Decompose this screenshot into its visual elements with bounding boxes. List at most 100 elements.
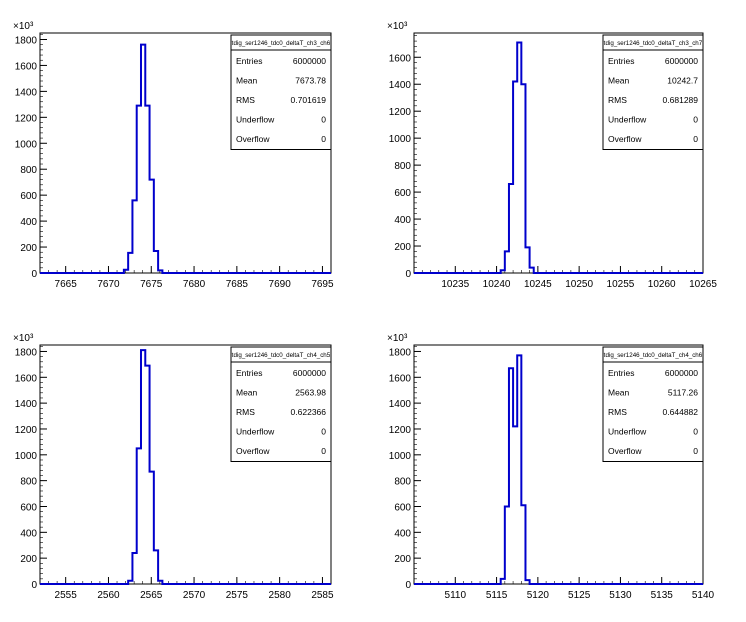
stats-value: 0 (693, 114, 698, 124)
stats-value: 0.681289 (663, 95, 699, 105)
histogram-bin (505, 251, 509, 273)
stats-value: 0.644882 (663, 407, 699, 417)
stats-title: tdig_ser1246_tdc0_deltaT_ch4_ch6 (604, 352, 703, 359)
stats-label: Overflow (608, 446, 642, 456)
x-tick-label: 7665 (55, 279, 78, 290)
histogram-line (414, 41, 703, 274)
y-tick-label: 600 (20, 191, 37, 202)
stats-value: 0 (321, 446, 326, 456)
stats-label: RMS (608, 95, 627, 105)
x-tick-label: 10245 (524, 279, 552, 290)
x-tick-label: 5120 (527, 590, 550, 601)
y-tick-label: 800 (394, 161, 411, 172)
stats-value: 0.622366 (291, 407, 327, 417)
y-tick-label: 1000 (389, 134, 412, 145)
x-tick-label: 10265 (689, 279, 717, 290)
stats-value: 6000000 (665, 368, 698, 378)
x-tick-label: 7680 (183, 279, 206, 290)
x-tick-label: 2565 (140, 590, 163, 601)
stats-label: Mean (236, 387, 258, 397)
y-tick-label: 1200 (389, 107, 412, 118)
x-tick-label: 2570 (183, 590, 206, 601)
histogram-bin (150, 180, 154, 273)
stats-title: tdig_ser1246_tdc0_deltaT_ch3_ch6 (232, 40, 331, 47)
stats-label: Mean (608, 75, 630, 85)
x-tick-label: 7685 (226, 279, 249, 290)
histogram-bin (513, 426, 517, 584)
stats-label: Underflow (608, 114, 647, 124)
y-tick-label: 0 (405, 269, 411, 280)
y-tick-label: 1800 (389, 347, 412, 358)
y-tick-label: 0 (31, 269, 37, 280)
x-tick-label: 2585 (311, 590, 334, 601)
histogram-bin (517, 42, 521, 273)
stats-value: 0 (693, 426, 698, 436)
stats-label: Entries (608, 368, 634, 378)
x-tick-label: 2560 (97, 590, 120, 601)
x-tick-label: 7690 (269, 279, 292, 290)
stats-box (230, 346, 332, 462)
x-tick-label: 7675 (140, 279, 163, 290)
histogram-bin (128, 581, 132, 584)
y-tick-label: 1400 (389, 399, 412, 410)
stats-value: 2563.98 (295, 387, 326, 397)
stats-label: RMS (608, 407, 627, 417)
histogram-bin (505, 506, 509, 584)
y-tick-label: 1400 (15, 399, 38, 410)
y-tick-label: 200 (20, 554, 37, 565)
stats-value: 0.701619 (291, 95, 327, 105)
histogram-bin (158, 270, 162, 273)
y-exponent-label: ×10³ (13, 333, 34, 344)
x-tick-label: 10250 (565, 279, 593, 290)
histogram-panel-4: 0 200 400 600 800 1000 1200 1400 1600 1800 5110 511… (387, 333, 715, 601)
histogram-bin (513, 82, 517, 273)
y-tick-label: 400 (20, 217, 37, 228)
y-tick-label: 1200 (15, 425, 38, 436)
y-tick-label: 800 (20, 477, 37, 488)
y-tick-label: 1400 (15, 87, 38, 98)
y-tick-label: 400 (394, 528, 411, 539)
histogram-bin (154, 251, 158, 273)
stats-value: 6000000 (293, 56, 326, 66)
x-tick-label: 5115 (486, 590, 508, 601)
x-tick-label: 7695 (311, 279, 334, 290)
y-tick-label: 200 (20, 243, 37, 254)
histogram-bin (509, 368, 513, 584)
y-tick-label: 1200 (15, 113, 38, 124)
x-tick-label: 7670 (97, 279, 120, 290)
histogram-bin (141, 45, 145, 273)
histogram-panel-2: 0 200 400 600 800 1000 1200 1400 1600 10235 10240 1… (387, 21, 717, 290)
y-tick-label: 1000 (389, 451, 412, 462)
histogram-bin (158, 581, 162, 584)
y-tick-label: 200 (394, 242, 411, 253)
stats-value: 0 (693, 446, 698, 456)
y-tick-label: 1600 (389, 53, 412, 64)
x-tick-label: 2575 (226, 590, 249, 601)
histogram-bin (137, 448, 141, 584)
y-tick-label: 600 (394, 502, 411, 513)
stats-box (602, 346, 704, 462)
x-tick-label: 5110 (445, 590, 467, 601)
histogram-bin (501, 579, 505, 584)
stats-label: Entries (236, 368, 262, 378)
y-tick-label: 400 (20, 528, 37, 539)
stats-label: RMS (236, 95, 255, 105)
x-tick-label: 5135 (651, 590, 674, 601)
x-tick-label: 2555 (55, 590, 78, 601)
histogram-bin (150, 472, 154, 584)
y-tick-label: 600 (20, 502, 37, 513)
y-tick-label: 0 (31, 580, 37, 591)
histogram-bin (154, 550, 158, 584)
histogram-bin (521, 84, 525, 273)
y-tick-label: 1000 (15, 451, 38, 462)
y-tick-label: 1800 (15, 35, 38, 46)
histogram-bin (141, 350, 145, 584)
y-tick-label: 200 (394, 554, 411, 565)
x-tick-label: 10260 (648, 279, 676, 290)
stats-label: Underflow (608, 426, 647, 436)
stats-box (230, 34, 332, 150)
histogram-bin (521, 505, 525, 584)
histogram-bin (145, 106, 149, 273)
histogram-line (414, 354, 703, 585)
